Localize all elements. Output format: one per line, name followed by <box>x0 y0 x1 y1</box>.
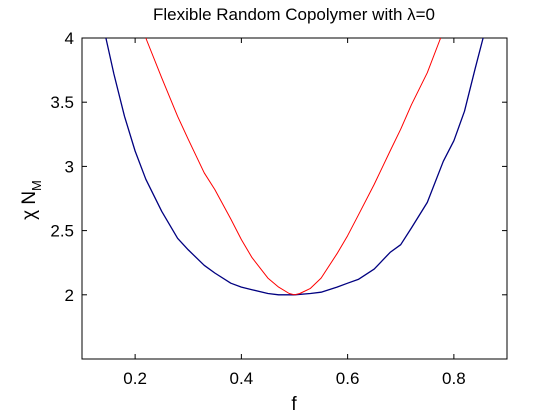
y-axis-label-main: χ N <box>19 191 40 220</box>
y-tick-label: 2.5 <box>50 222 74 241</box>
y-tick-label: 4 <box>65 29 74 48</box>
x-tick-label: 0.4 <box>230 369 254 388</box>
y-tick-label: 2 <box>65 286 74 305</box>
y-axis: 2 2.5 3 3.5 4 <box>50 29 507 305</box>
x-axis: 0.2 0.4 0.6 0.8 <box>123 38 466 388</box>
y-axis-label-subscript: M <box>29 180 44 191</box>
chart-title: Flexible Random Copolymer with λ=0 <box>153 5 435 24</box>
plot-area-frame <box>81 37 508 360</box>
series-line-2 <box>145 37 442 296</box>
y-tick-label: 3 <box>65 157 74 176</box>
x-tick-label: 0.6 <box>336 369 360 388</box>
series-layer <box>105 37 484 296</box>
y-tick-label: 3.5 <box>50 93 74 112</box>
y-axis-label: χ NM <box>19 180 44 220</box>
x-tick-label: 0.8 <box>442 369 466 388</box>
x-axis-label: f <box>291 394 297 415</box>
x-tick-label: 0.2 <box>123 369 147 388</box>
series-line-1 <box>105 37 484 296</box>
